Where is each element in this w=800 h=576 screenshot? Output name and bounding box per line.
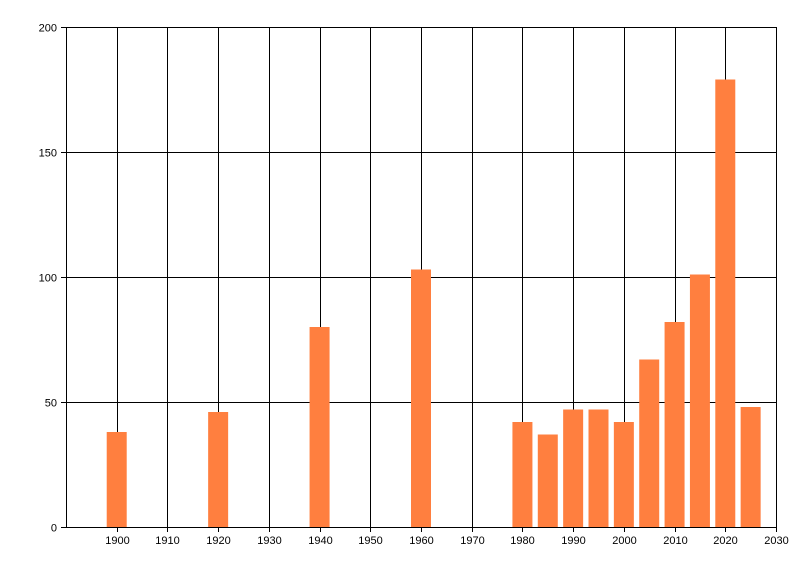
bar-1985: [537, 434, 558, 527]
bar-1995: [588, 409, 609, 527]
bar-2005: [639, 359, 660, 527]
bar-2015: [689, 274, 710, 527]
x-tick-label: 1990: [561, 535, 585, 547]
x-tick-label: 1970: [460, 535, 484, 547]
bar-1940: [309, 327, 330, 527]
x-tick-label: 1950: [358, 535, 382, 547]
y-tick-label: 0: [51, 523, 57, 535]
x-tick-label: 2010: [663, 535, 687, 547]
bar-2025: [740, 407, 761, 527]
y-tick-label: 100: [39, 273, 57, 285]
bar-1980: [512, 422, 533, 527]
x-tick-label: 1900: [105, 535, 129, 547]
bar-2020: [715, 79, 736, 527]
x-tick-label: 1940: [308, 535, 332, 547]
y-tick-label: 50: [45, 398, 57, 410]
x-tick-label: 1910: [155, 535, 179, 547]
tick-labels: 1900 1910 1920 1930 1940 1950 1960 1970 1980 1990…: [39, 23, 789, 548]
x-tick-label: 1930: [257, 535, 281, 547]
bar-2010: [664, 322, 685, 527]
bar-1990: [563, 409, 584, 527]
x-tick-label: 1980: [510, 535, 534, 547]
axes: [61, 27, 777, 532]
bar-1900: [106, 432, 127, 527]
x-tick-label: 2020: [713, 535, 737, 547]
bar-1920: [208, 412, 229, 527]
bars: [106, 79, 761, 527]
x-tick-label: 2000: [612, 535, 636, 547]
y-tick-label: 200: [39, 23, 57, 35]
y-tick-label: 150: [39, 148, 57, 160]
x-tick-label: 1960: [409, 535, 433, 547]
x-tick-label: 1920: [206, 535, 230, 547]
bar-1960: [411, 269, 431, 527]
bar-2000: [613, 422, 634, 527]
x-tick-label: 2030: [764, 535, 788, 547]
